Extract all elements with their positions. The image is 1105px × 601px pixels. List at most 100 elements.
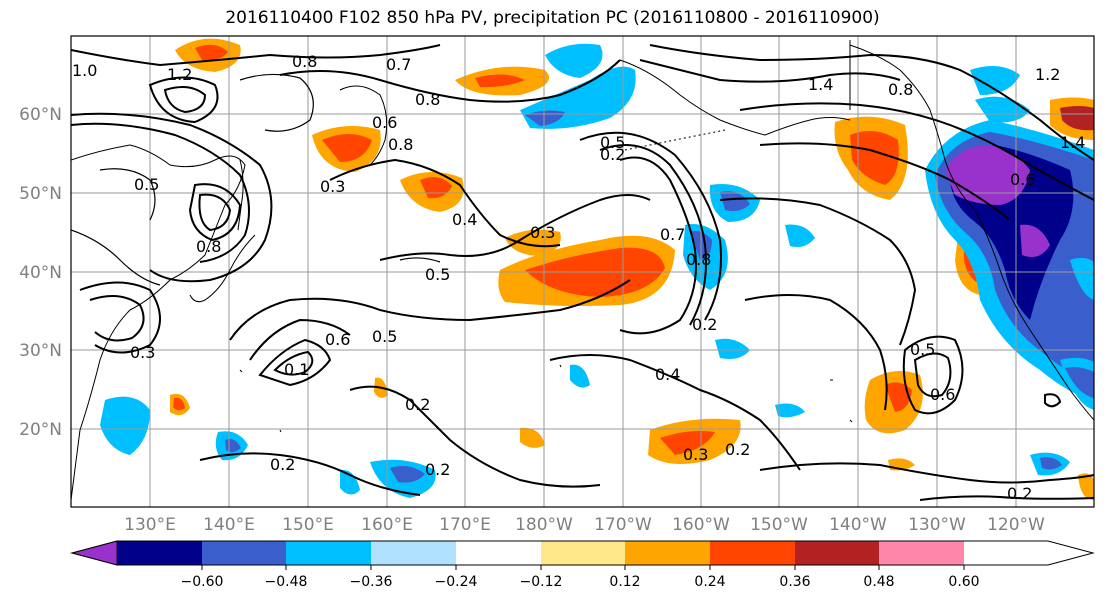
pv-contour-line <box>649 44 1094 161</box>
colorbar-segment <box>286 541 371 565</box>
contour-label: 1.4 <box>1060 133 1085 152</box>
coastlines <box>71 40 1094 501</box>
coastline-islands-south <box>239 364 853 433</box>
contour-label: 0.8 <box>196 237 221 256</box>
graticule <box>71 36 1094 507</box>
colorbar-tick-label: −0.60 <box>181 574 224 590</box>
contour-label: 1.0 <box>72 61 97 80</box>
pv-contour-line <box>249 318 351 361</box>
pv-contour-line <box>71 112 273 283</box>
lon-label: 170°W <box>594 515 652 535</box>
map-frame <box>70 35 1095 508</box>
coastline-sakhalin <box>237 159 244 231</box>
precip-neg-region <box>720 191 750 212</box>
precip-pos-region <box>322 134 372 162</box>
colorbar-tick-label: 0.48 <box>863 574 894 590</box>
contour-label: 0.2 <box>270 455 295 474</box>
pv-contour-line <box>579 131 722 321</box>
colorbar-tick-label: −0.24 <box>435 574 478 590</box>
contour-labels: 1.0 1.2 0.8 0.7 0.8 0.8 0.6 0.5 0.3 0.4 … <box>72 52 1085 503</box>
coastline-asia <box>71 144 246 501</box>
colorbar-segment <box>541 541 625 565</box>
contour-label: 0.2 <box>405 395 430 414</box>
lon-label: 140°E <box>203 515 255 535</box>
lat-label: 50°N <box>19 184 62 204</box>
coastline-aleutians <box>624 129 726 151</box>
colorbar-segment <box>625 541 710 565</box>
contour-label: 0.2 <box>725 440 750 459</box>
contour-label: 1.2 <box>1035 65 1060 84</box>
contour-label: 0.4 <box>452 210 477 229</box>
lon-label: 170°E <box>439 515 491 535</box>
contour-label: 0.7 <box>386 55 411 74</box>
lon-axis: 130°E 140°E 150°E 160°E 170°E 180°W 170°… <box>124 515 1045 535</box>
precip-neg-region <box>775 403 805 418</box>
lat-label: 30°N <box>19 341 62 361</box>
precip-neg-region <box>970 66 1020 95</box>
contour-label: 0.8 <box>415 90 440 109</box>
pv-contour-line <box>739 102 1094 201</box>
pv-contours <box>71 44 1094 501</box>
precip-neg-region <box>1065 367 1094 398</box>
precip-neg-region <box>340 469 360 495</box>
precip-pos-region <box>173 397 185 411</box>
contour-label: 1.4 <box>808 75 833 94</box>
lat-axis: 60°N 50°N 40°N 30°N 20°N <box>19 105 62 440</box>
contour-label: 0.5 <box>425 265 450 284</box>
precip-neg-region <box>715 338 750 359</box>
lon-label: 150°E <box>282 515 334 535</box>
contour-label: 0.8 <box>292 52 317 71</box>
colorbar-segment <box>795 541 879 565</box>
contour-label: 0.7 <box>660 225 685 244</box>
colorbar-outline <box>70 540 1095 566</box>
colorbar-tick-label: 0.24 <box>694 574 725 590</box>
precip-pos-region <box>850 131 899 185</box>
precip-neg-region <box>570 364 590 388</box>
pv-contour-line <box>379 194 651 261</box>
pv-contour-line <box>349 385 601 488</box>
colorbar-segment <box>202 541 286 565</box>
precip-pos-region <box>195 44 228 61</box>
contour-label: 0.2 <box>1007 484 1032 503</box>
lat-label: 60°N <box>19 105 62 125</box>
colorbar-end-high <box>964 541 1093 565</box>
contour-label: 0.1 <box>284 360 309 379</box>
contour-label: 0.2 <box>425 460 450 479</box>
pv-contour-line <box>258 338 332 387</box>
pv-contour-line <box>89 295 145 342</box>
coastline-north-america <box>849 40 1094 421</box>
colorbar-segment <box>456 541 541 565</box>
precip-neg-region <box>1040 457 1062 470</box>
lon-label: 120°W <box>987 515 1045 535</box>
lon-label: 130°W <box>908 515 966 535</box>
pv-contour-line <box>329 158 561 248</box>
precip-neg-region <box>390 466 425 483</box>
coastline-japan <box>189 234 256 303</box>
contour-label: 0.3 <box>320 177 345 196</box>
contour-label: 0.5 <box>600 133 625 152</box>
colorbar-tick-label: −0.48 <box>265 574 308 590</box>
colorbar-end-low <box>70 540 118 566</box>
pv-contour-line <box>1044 393 1062 408</box>
precip-pos-region <box>885 382 912 412</box>
colorbar-tick-label: 0.12 <box>609 574 640 590</box>
pv-contour-line <box>273 350 314 376</box>
pv-contour-line <box>71 229 161 286</box>
coastline-alaska <box>619 59 851 136</box>
pv-contour-line <box>229 279 631 341</box>
pv-contour-line <box>199 452 421 496</box>
contour-label: 0.5 <box>134 175 159 194</box>
pv-contour-line <box>919 495 1094 501</box>
pv-contour-line <box>913 352 952 398</box>
precip-pos-region <box>1060 106 1094 131</box>
precip-pos-region <box>520 427 545 448</box>
lon-label: 180°W <box>515 515 573 535</box>
contour-label: 1.2 <box>167 65 192 84</box>
pv-contour-line <box>902 335 964 415</box>
contour-label: 0.6 <box>930 385 955 404</box>
contour-label: 0.3 <box>683 445 708 464</box>
lat-label: 20°N <box>19 420 62 440</box>
precip-neg-region <box>545 43 603 78</box>
contour-label: 0.2 <box>600 145 625 164</box>
